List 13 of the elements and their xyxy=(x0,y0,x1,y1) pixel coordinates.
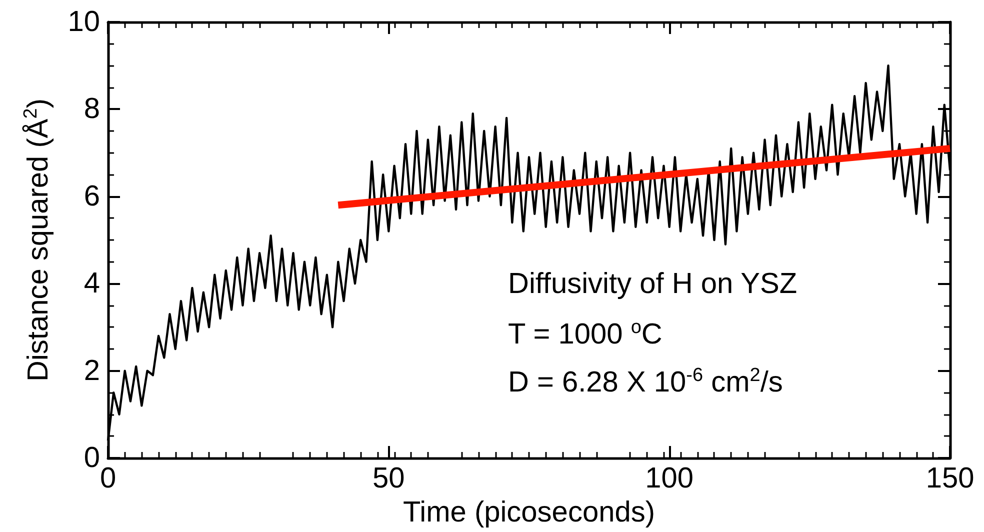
y-tick-label: 0 xyxy=(84,442,100,474)
y-tick-label: 8 xyxy=(84,93,100,126)
x-tick-label: 100 xyxy=(645,462,694,494)
y-tick-label: 4 xyxy=(84,268,100,300)
y-tick-label: 6 xyxy=(84,180,100,212)
x-axis-title: Time (picoseconds) xyxy=(403,496,655,528)
annotation: Diffusivity of H on YSZ xyxy=(508,268,798,300)
y-tick-label: 10 xyxy=(68,6,100,38)
y-tick-label: 2 xyxy=(84,354,100,387)
x-tick-label: 50 xyxy=(372,462,405,494)
annotation: D = 6.28 X 10$^{-6}$ cm$^{2}$/s xyxy=(508,365,783,399)
x-tick-label: 150 xyxy=(926,462,974,494)
annotation: T = 1000 $^{o}$C xyxy=(508,317,662,351)
